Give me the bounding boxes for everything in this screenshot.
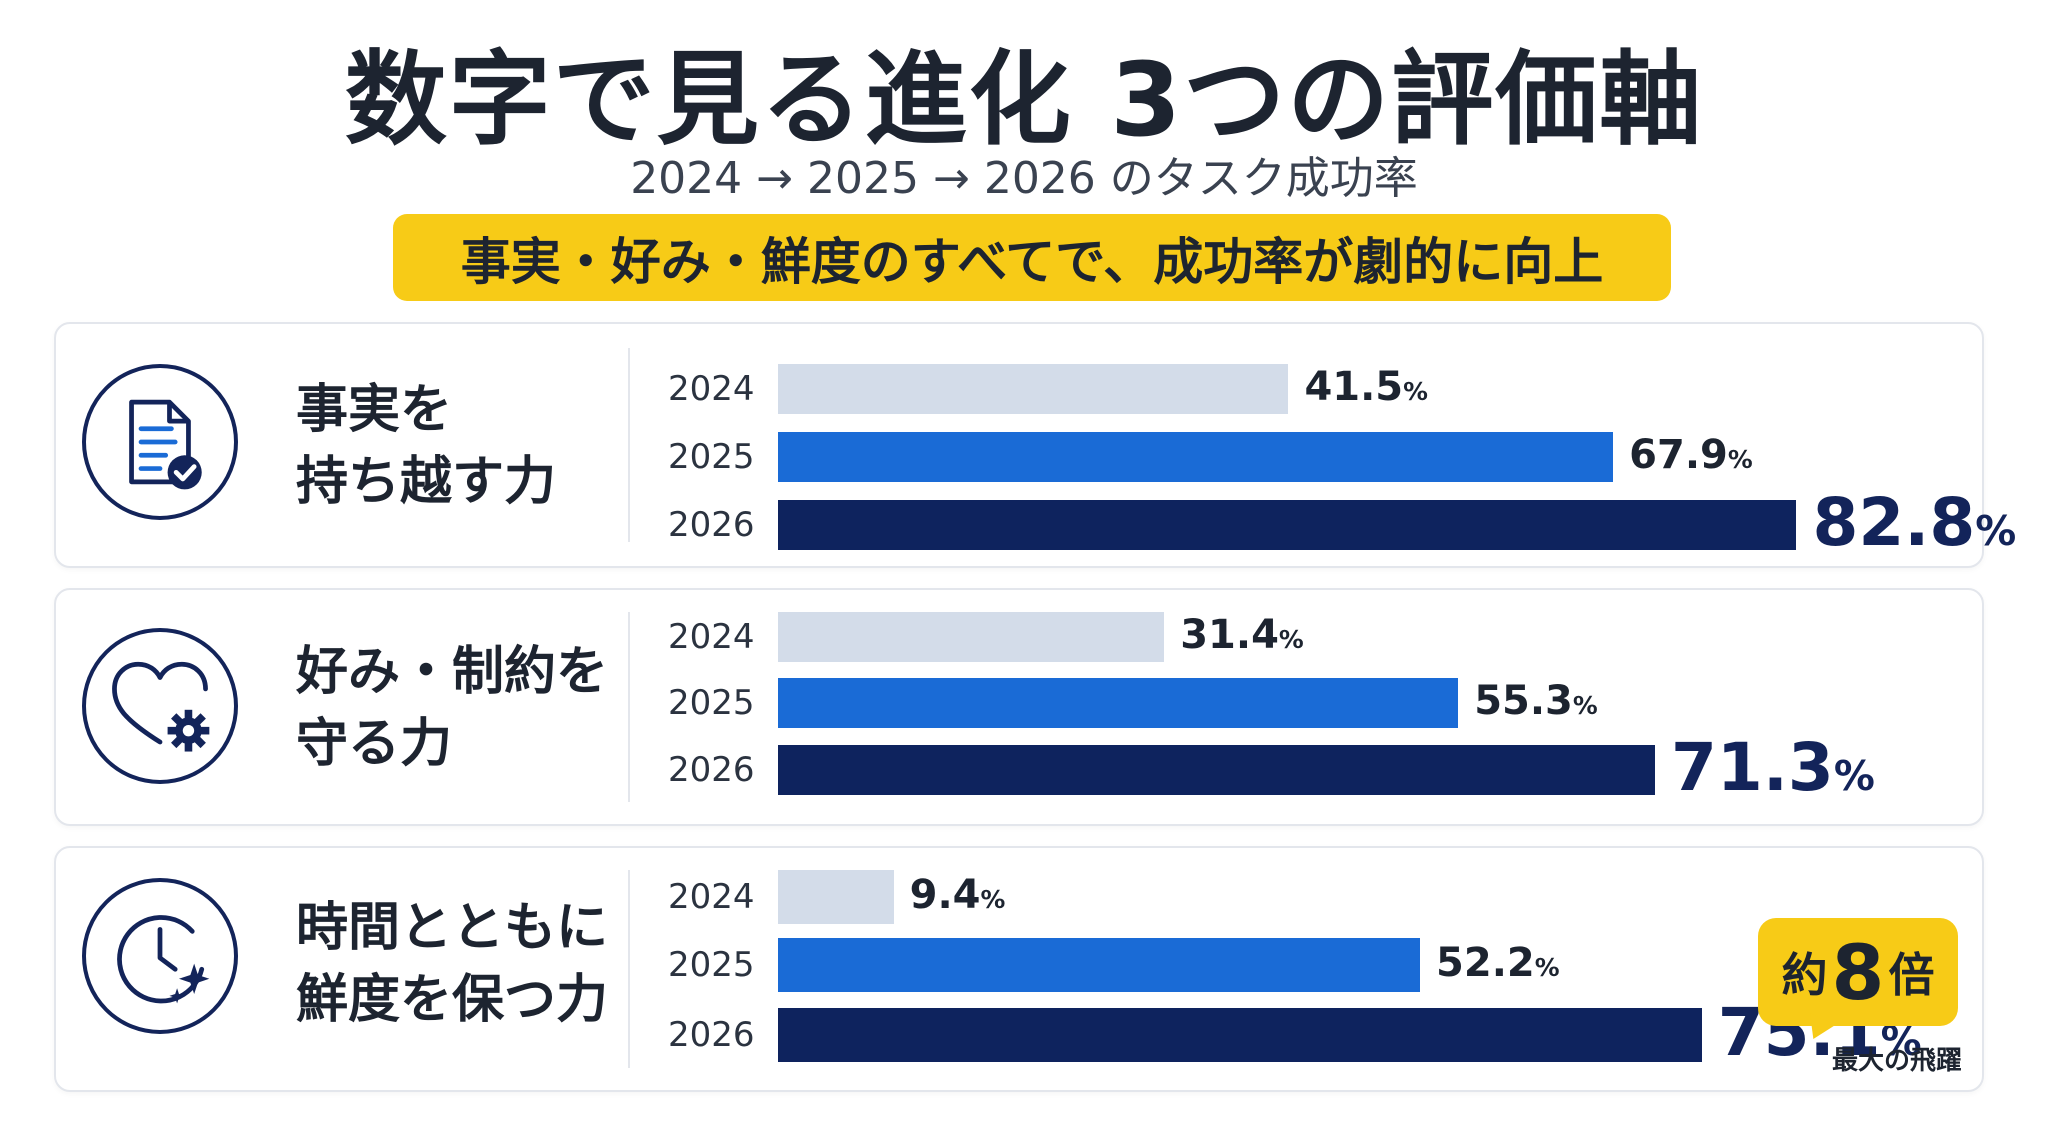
bar-2025 — [778, 432, 1614, 482]
bar-2026 — [778, 745, 1655, 795]
year-label: 2024 — [668, 877, 755, 917]
year-label: 2026 — [668, 1015, 755, 1055]
clock-sparkle-icon — [82, 878, 238, 1034]
metric-label: 時間とともに 鮮度を保つ力 — [296, 898, 609, 1030]
headline-banner: 事実・好み・鮮度のすべてで、成功率が劇的に向上 — [393, 214, 1671, 301]
metric-card-freshness: 時間とともに 鮮度を保つ力 2024 9.4% 2025 52.2% 2026 75.1%… — [54, 846, 1984, 1092]
callout-badge: 約 8 倍 — [1758, 918, 1958, 1026]
value-label-2025: 67.9% — [1629, 432, 1753, 479]
document-check-icon — [82, 364, 238, 520]
bar-2026 — [778, 1008, 1702, 1062]
value-label-2024: 41.5% — [1304, 364, 1428, 411]
divider — [628, 348, 630, 542]
year-label: 2024 — [668, 369, 755, 409]
divider — [628, 870, 630, 1068]
value-label-2025: 55.3% — [1474, 678, 1598, 725]
year-label: 2026 — [668, 505, 755, 545]
page-title: 数字で見る進化 3つの評価軸 — [344, 41, 1704, 160]
metric-label: 事実を 持ち越す力 — [296, 380, 557, 512]
heart-gear-icon — [82, 628, 238, 784]
year-label: 2026 — [668, 750, 755, 790]
year-label: 2024 — [668, 617, 755, 657]
year-label: 2025 — [668, 683, 755, 723]
bar-2024 — [778, 612, 1165, 662]
bar-2024 — [778, 870, 894, 924]
value-label-2025: 52.2% — [1436, 940, 1560, 987]
value-label-2026: 71.3% — [1670, 729, 1875, 807]
callout-note: 最大の飛躍 — [1832, 1046, 1963, 1076]
value-label-2024: 9.4% — [909, 872, 1006, 919]
value-label-2026: 82.8% — [1812, 484, 2017, 562]
bar-2024 — [778, 364, 1289, 414]
metric-card-preferences: 好み・制約を 守る力 2024 31.4% 2025 55.3% 2026 71.3% — [54, 588, 1984, 826]
callout-number: 8 — [1831, 927, 1885, 1017]
callout-prefix: 約 — [1781, 948, 1828, 1002]
callout-suffix: 倍 — [1888, 948, 1935, 1002]
value-label-2024: 31.4% — [1180, 612, 1304, 659]
metric-label: 好み・制約を 守る力 — [296, 642, 609, 774]
page-subtitle: 2024 → 2025 → 2026 のタスク成功率 — [630, 153, 1418, 204]
metric-card-facts: 事実を 持ち越す力 2024 41.5% 2025 67.9% 2026 82.8% — [54, 322, 2016, 568]
bar-2026 — [778, 500, 1797, 550]
bar-2025 — [778, 678, 1459, 728]
year-label: 2025 — [668, 945, 755, 985]
bar-2025 — [778, 938, 1421, 992]
divider — [628, 612, 630, 802]
year-label: 2025 — [668, 437, 755, 477]
